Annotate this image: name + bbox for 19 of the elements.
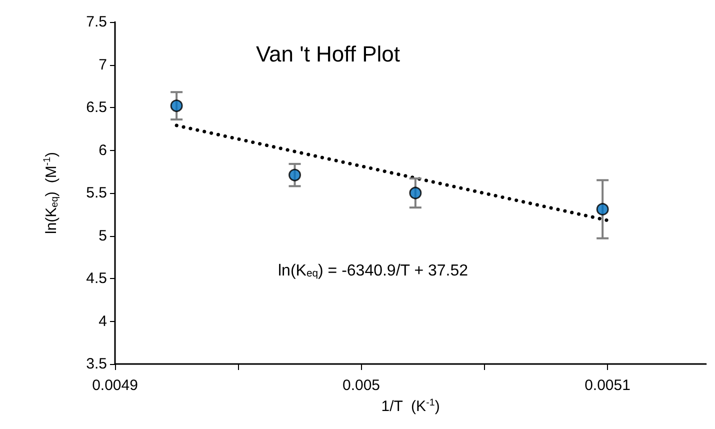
annotation: ln(Keq) = -6340.9/T + 37.52	[278, 262, 468, 280]
y-tick-label: 6	[98, 142, 107, 159]
point	[288, 168, 302, 182]
text: Van 't Hoff Plot	[256, 42, 400, 66]
y-tick-label: 4.5	[86, 270, 107, 287]
point	[596, 203, 609, 216]
x-tick-label: 0.0051	[584, 377, 630, 394]
y-tick-label: 5.5	[86, 184, 107, 202]
y-tick-label: 4	[98, 312, 107, 330]
y-tick-label: 5	[98, 227, 107, 244]
y-tick-label: 3.5	[86, 356, 107, 372]
y-tick-label: 7.5	[86, 14, 107, 30]
x-tick-label: 0.005	[342, 377, 380, 394]
point	[409, 186, 422, 200]
y-axis-title: ln(Keq) (M-1)	[42, 152, 60, 234]
point	[170, 100, 183, 112]
y-tick-label: 7	[98, 56, 107, 74]
y-tick-label: 6.5	[86, 99, 107, 116]
x-tick-label: 0.0049	[92, 377, 138, 394]
